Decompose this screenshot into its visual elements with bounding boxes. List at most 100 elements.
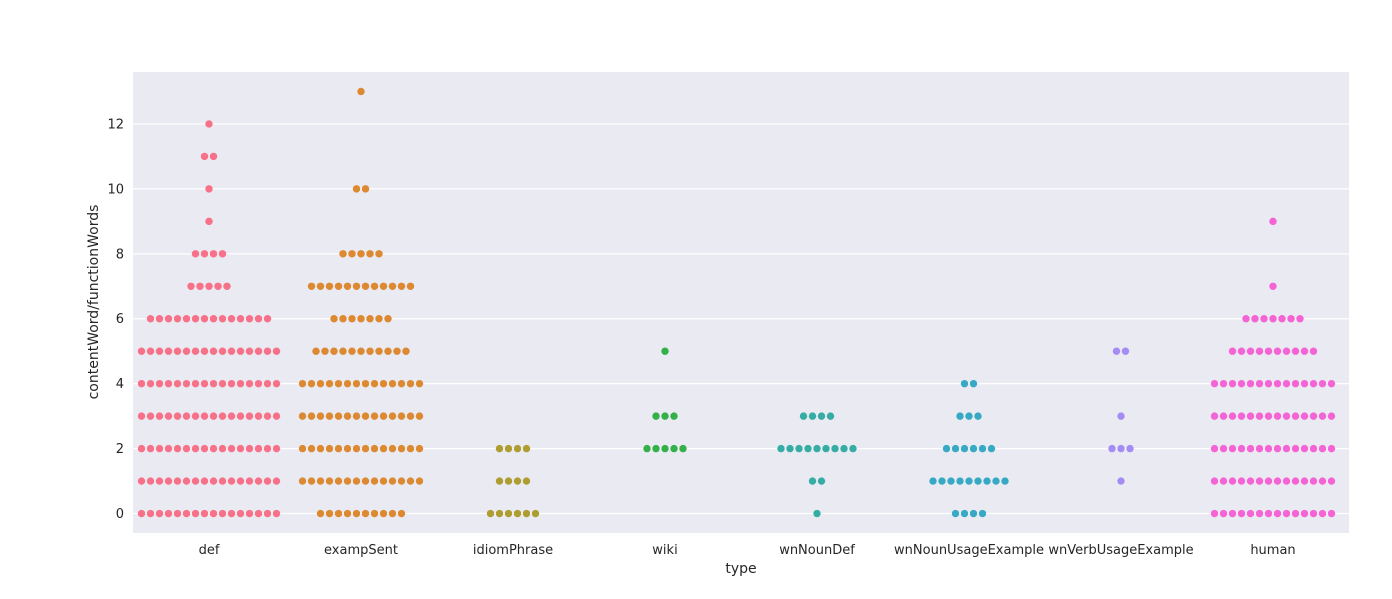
data-point [1318,477,1327,485]
data-point [1255,379,1264,388]
data-point [1300,412,1309,420]
data-point [218,477,227,485]
data-point [1327,509,1336,518]
data-point [1282,347,1291,355]
data-point [209,152,218,161]
data-point [379,282,388,290]
data-point [1246,444,1255,453]
data-point [200,347,209,355]
data-point [1255,412,1264,420]
data-point [182,315,191,323]
data-point [495,509,504,518]
data-point [1269,315,1277,323]
data-point [504,477,513,485]
data-point [298,412,307,420]
data-point [343,477,352,485]
data-point [786,444,794,453]
x-tick-label: exampSent [324,543,398,558]
data-point [182,477,191,485]
data-point [182,379,191,388]
data-point [155,315,164,323]
data-point [352,282,361,290]
data-point [236,412,245,420]
data-point [164,315,173,323]
data-point [209,477,218,485]
data-point [343,379,352,388]
data-point [366,315,374,323]
data-point [357,347,365,355]
data-point [182,347,191,355]
data-point [1117,412,1125,420]
data-point [307,412,316,420]
data-point [200,315,209,323]
data-point [209,347,218,355]
data-point [227,412,236,420]
data-point [227,509,236,518]
data-point [1260,315,1268,323]
data-point [1273,477,1282,485]
data-point [978,444,987,453]
data-point [1228,509,1237,518]
data-point [652,412,660,420]
data-point [155,347,164,355]
data-point [370,412,379,420]
data-point [361,185,370,193]
data-point [343,509,352,518]
data-point [1309,477,1318,485]
data-point [316,412,325,420]
data-point [361,282,370,290]
data-point [218,315,227,323]
data-point [384,347,392,355]
data-point [325,379,334,388]
data-point [1309,379,1318,388]
data-point [1242,315,1250,323]
data-point [1264,477,1273,485]
data-point [146,347,155,355]
data-point [1309,444,1318,453]
data-point [272,379,281,388]
data-point [826,412,835,420]
data-point [191,315,200,323]
data-point [182,509,191,518]
data-point [325,444,334,453]
data-point [1264,444,1273,453]
data-point [307,282,316,290]
data-point [357,250,365,258]
data-point [137,379,146,388]
data-point [173,347,182,355]
data-point [209,412,218,420]
data-point [388,477,397,485]
data-point [951,509,960,518]
data-point [339,347,347,355]
plot-background [133,72,1349,533]
data-point [209,509,218,518]
data-point [1112,347,1121,355]
data-point [670,412,678,420]
data-point [1327,444,1336,453]
data-point [397,444,406,453]
data-point [245,379,254,388]
data-point [173,509,182,518]
data-point [173,477,182,485]
data-point [849,444,857,453]
data-point [245,347,254,355]
data-point [1210,477,1219,485]
data-point [146,379,155,388]
x-tick-label: idiomPhrase [473,543,553,558]
data-point [227,477,236,485]
data-point [370,282,379,290]
data-point [1309,509,1318,518]
data-point [196,282,204,290]
data-point [1210,412,1219,420]
data-point [1300,379,1309,388]
data-point [245,315,254,323]
data-point [164,477,173,485]
data-point [343,444,352,453]
data-point [254,379,263,388]
data-point [361,444,370,453]
data-point [406,444,415,453]
data-point [522,477,531,485]
data-point [366,347,374,355]
data-point [334,444,343,453]
data-point [352,185,361,193]
